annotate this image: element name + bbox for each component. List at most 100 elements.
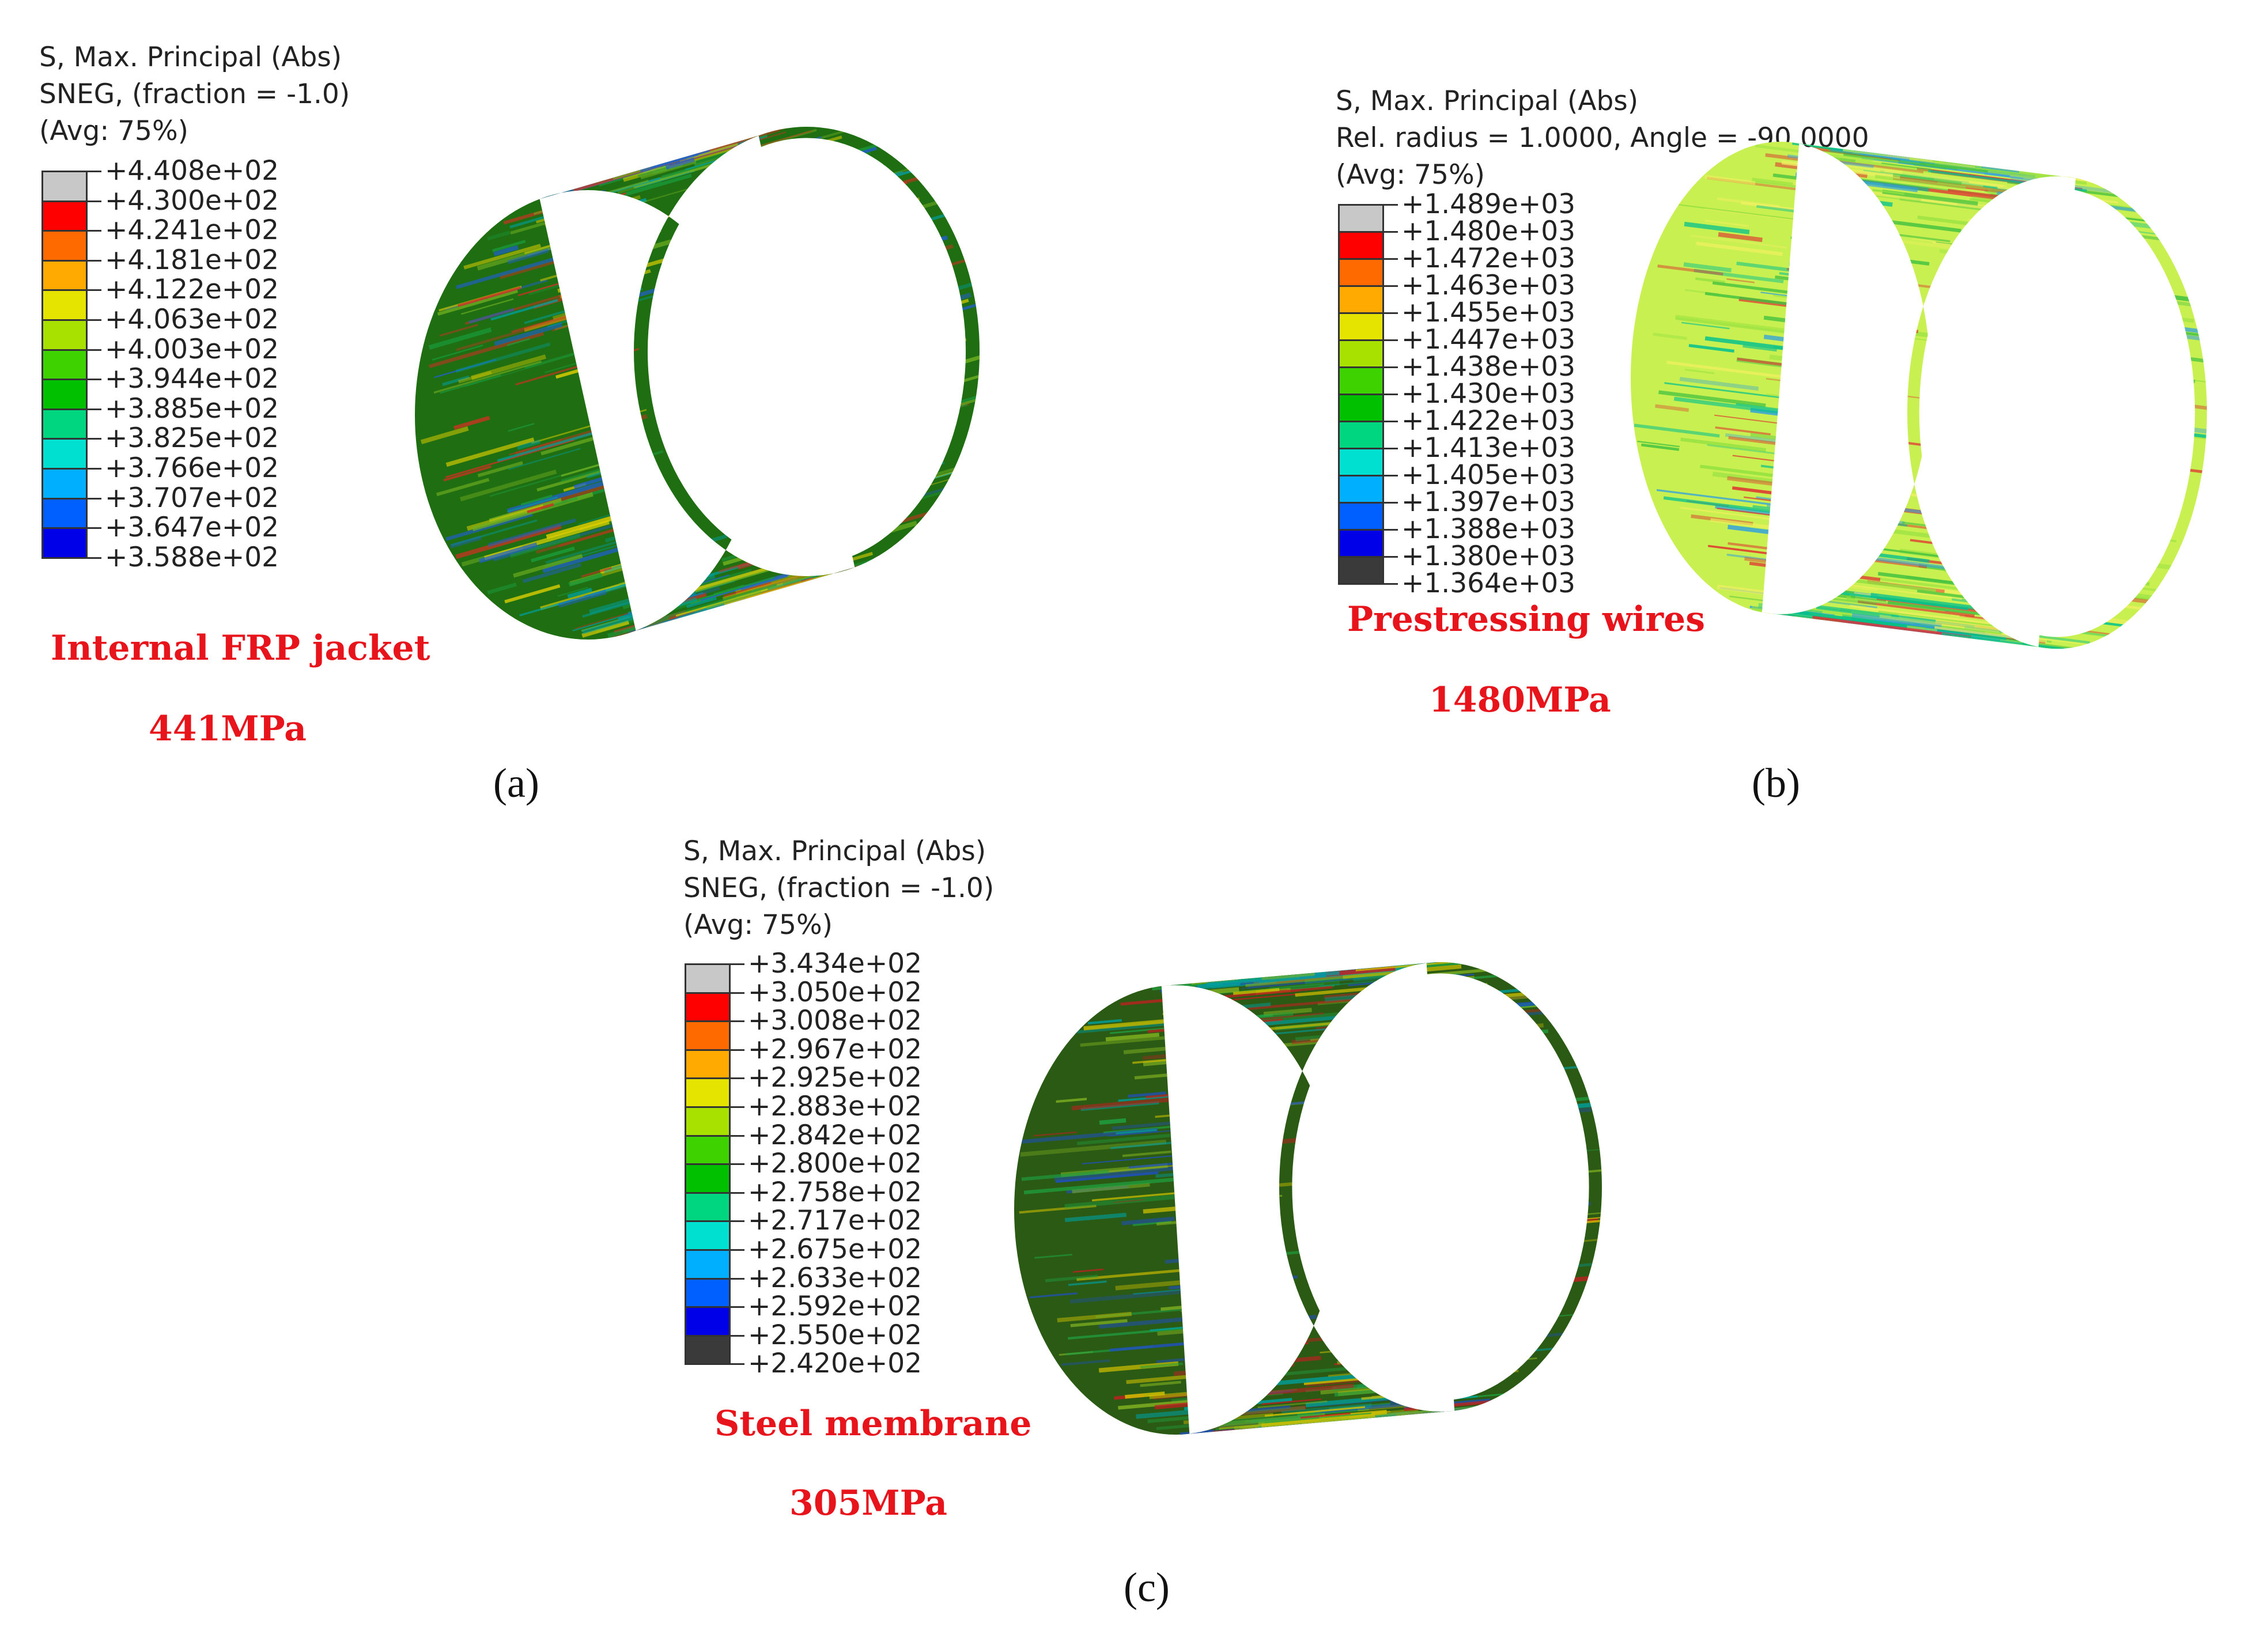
legend-tick <box>1384 312 1398 314</box>
legend-tick <box>88 319 101 321</box>
legend-swatch <box>685 1220 731 1251</box>
legend-value: +1.430e+03 <box>1401 378 1576 410</box>
legend-tick <box>88 468 101 470</box>
value-label-a: 441MPa <box>149 709 307 749</box>
legend-swatch <box>685 1077 731 1108</box>
legend-value: +1.380e+03 <box>1401 540 1576 572</box>
legend-value: +1.397e+03 <box>1401 486 1576 518</box>
legend-value: +3.825e+02 <box>105 422 279 455</box>
legend-swatch <box>41 497 88 529</box>
legend-swatch <box>1338 421 1384 449</box>
ring-contour-plot-c <box>1014 962 1602 1435</box>
legend-header-line: S, Max. Principal (Abs) <box>1336 85 1639 117</box>
legend-tick <box>1384 231 1398 233</box>
legend-swatch <box>1338 204 1384 233</box>
legend-header-line: (Avg: 75%) <box>683 909 833 941</box>
legend-tick <box>731 1134 744 1137</box>
legend-tick <box>731 1077 744 1080</box>
legend-tick <box>1384 204 1398 206</box>
legend-tick <box>1384 583 1398 585</box>
legend-tick <box>1384 258 1398 260</box>
legend-value: +4.122e+02 <box>105 274 279 306</box>
legend-value: +4.300e+02 <box>105 184 279 217</box>
value-label-c: 305MPa <box>789 1483 948 1523</box>
legend-value: +3.647e+02 <box>105 512 279 544</box>
legend-value: +2.420e+02 <box>748 1348 923 1380</box>
legend-value: +1.472e+03 <box>1401 243 1576 274</box>
legend-tick <box>731 1306 744 1308</box>
legend-swatch <box>685 1049 731 1080</box>
legend-value: +3.008e+02 <box>748 1005 923 1037</box>
legend-swatch <box>41 230 88 262</box>
legend-value: +3.766e+02 <box>105 452 279 484</box>
legend-tick <box>731 1249 744 1251</box>
legend-tick <box>731 963 744 965</box>
legend-swatch <box>1338 285 1384 314</box>
legend-value: +2.592e+02 <box>748 1291 923 1323</box>
legend-value: +2.550e+02 <box>748 1319 923 1351</box>
ring-opening <box>648 138 966 565</box>
legend-swatch <box>1338 312 1384 341</box>
legend-swatch <box>1338 394 1384 422</box>
legend-swatch <box>41 259 88 292</box>
legend-swatch <box>41 527 88 559</box>
legend-swatch <box>41 319 88 351</box>
legend-value: +1.463e+03 <box>1401 270 1576 301</box>
legend-value: +1.388e+03 <box>1401 513 1576 545</box>
legend-swatch <box>41 349 88 381</box>
legend-tick <box>731 1363 744 1366</box>
legend-header-c: S, Max. Principal (Abs) SNEG, (fraction … <box>683 833 994 944</box>
ring-contour-plot-a <box>415 127 980 640</box>
ring-opening <box>1919 188 2195 637</box>
legend-value: +1.455e+03 <box>1401 297 1576 328</box>
legend-header-a: S, Max. Principal (Abs) SNEG, (fraction … <box>39 39 350 150</box>
legend-swatch <box>685 1020 731 1051</box>
ring-opening <box>1292 973 1589 1401</box>
legend-swatch <box>1338 502 1384 531</box>
legend-swatch <box>685 963 731 994</box>
legend-swatch <box>685 1192 731 1223</box>
legend-tick <box>88 200 101 202</box>
legend-value: +2.842e+02 <box>748 1119 923 1151</box>
value-label-b: 1480MPa <box>1429 680 1611 720</box>
legend-value: +1.413e+03 <box>1401 432 1576 464</box>
component-label-b: Prestressing wires <box>1347 599 1706 640</box>
legend-tick <box>88 259 101 262</box>
legend-value: +1.489e+03 <box>1401 188 1576 220</box>
legend-swatch <box>1338 231 1384 260</box>
legend-tick <box>88 230 101 232</box>
legend-header-line: SNEG, (fraction = -1.0) <box>39 78 350 110</box>
legend-value: +4.408e+02 <box>105 155 279 187</box>
legend-swatch <box>41 438 88 470</box>
legend-tick <box>88 408 101 410</box>
legend-swatch <box>1338 339 1384 368</box>
legend-swatch <box>1338 258 1384 287</box>
legend-swatch <box>685 1249 731 1280</box>
legend-swatch <box>685 1163 731 1194</box>
legend-value: +1.364e+03 <box>1401 568 1576 599</box>
legend-tick <box>731 1106 744 1108</box>
legend-swatch <box>41 289 88 321</box>
legend-value: +2.883e+02 <box>748 1091 923 1122</box>
legend-value: +3.588e+02 <box>105 541 279 573</box>
legend-swatch <box>1338 475 1384 504</box>
legend-tick <box>731 1192 744 1194</box>
legend-tick <box>88 349 101 351</box>
legend-tick <box>1384 366 1398 368</box>
legend-swatch <box>41 171 88 202</box>
legend-tick <box>1384 421 1398 422</box>
legend-value: +2.758e+02 <box>748 1176 923 1208</box>
legend-tick <box>1384 394 1398 395</box>
legend-tick <box>88 171 101 172</box>
legend-swatch <box>1338 448 1384 476</box>
legend-value: +2.633e+02 <box>748 1262 923 1294</box>
legend-value: +4.003e+02 <box>105 333 279 365</box>
legend-swatch <box>1338 529 1384 558</box>
sub-label-c: (c) <box>1124 1564 1170 1610</box>
legend-tick <box>731 992 744 994</box>
legend-swatch <box>685 1106 731 1137</box>
legend-value: +2.925e+02 <box>748 1062 923 1094</box>
legend-value: +4.181e+02 <box>105 244 279 276</box>
sub-label-a: (a) <box>493 760 539 806</box>
legend-value: +3.707e+02 <box>105 482 279 514</box>
